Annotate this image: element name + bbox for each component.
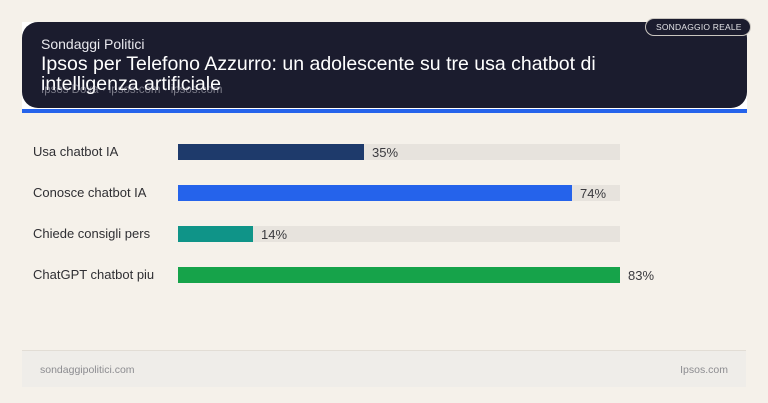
value-label: 14% (261, 227, 288, 242)
value-label: 74% (580, 186, 607, 201)
value-label: 83% (628, 268, 655, 283)
bar (178, 185, 572, 201)
site-kicker: Sondaggi Politici (41, 36, 145, 52)
bar (178, 226, 253, 242)
category-label: ChatGPT chatbot piu (33, 267, 155, 282)
header-card: Sondaggi Politici Ipsos per Telefono Azz… (22, 22, 747, 108)
bar (178, 267, 620, 283)
header: Sondaggi Politici Ipsos per Telefono Azz… (22, 22, 747, 113)
footer-source-link[interactable]: Ipsos.com (680, 364, 728, 376)
category-label: Conosce chatbot IA (33, 185, 147, 200)
value-label: 35% (372, 145, 399, 160)
chart-row: Conosce chatbot IA 74% (0, 181, 768, 205)
page-title: Ipsos per Telefono Azzurro: un adolescen… (41, 53, 596, 95)
category-label: Usa chatbot IA (33, 144, 119, 159)
source-line: Ipsos Doxa · ipsos.com · ipsos.com (41, 84, 223, 96)
status-badge: SONDAGGIO REALE (645, 18, 751, 36)
bar-track (178, 185, 620, 201)
chart-row: Usa chatbot IA 35% (0, 140, 768, 164)
bar-track (178, 226, 620, 242)
accent-divider (22, 109, 747, 113)
footer-site-link[interactable]: sondaggipolitici.com (40, 364, 135, 376)
bar (178, 144, 364, 160)
footer: sondaggipolitici.com Ipsos.com (22, 350, 746, 387)
bar-track (178, 267, 620, 283)
chart-row: ChatGPT chatbot piu 83% (0, 263, 768, 287)
bar-track (178, 144, 620, 160)
chart-row: Chiede consigli pers 14% (0, 222, 768, 246)
category-label: Chiede consigli pers (33, 226, 151, 241)
